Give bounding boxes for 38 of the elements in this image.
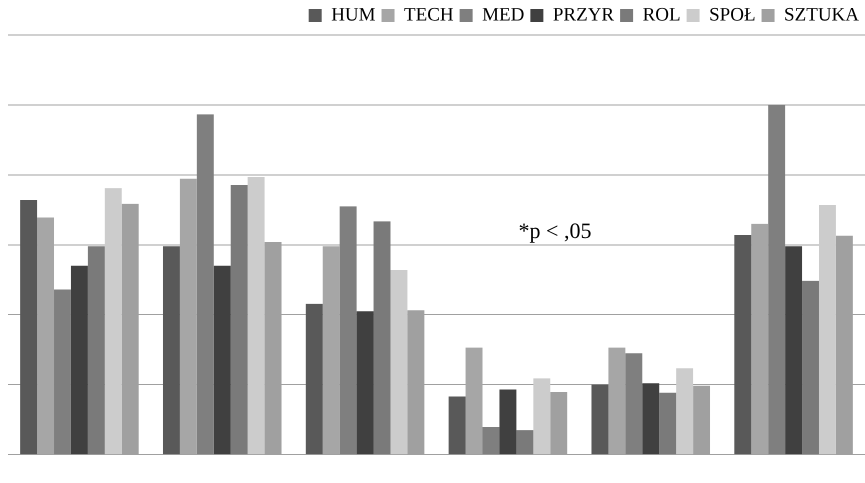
bar: [214, 266, 231, 454]
bar: [676, 368, 694, 454]
legend-label: PRZYR: [552, 4, 614, 26]
bar: [734, 235, 752, 454]
bar: [642, 383, 660, 454]
bar: [248, 176, 265, 454]
bar: [104, 188, 122, 454]
bar: [448, 396, 466, 454]
legend-label: TECH: [404, 4, 454, 26]
bar: [818, 204, 836, 454]
bar: [54, 290, 71, 454]
bar: [768, 104, 786, 454]
bar: [482, 426, 500, 454]
bar: [306, 304, 323, 454]
bar: [785, 246, 802, 454]
bar: [20, 200, 38, 454]
bar: [374, 221, 390, 454]
bar: [88, 246, 105, 454]
annotation: *p < ,05: [518, 218, 592, 243]
bar: [516, 430, 534, 454]
bar: [533, 378, 550, 454]
bar: [340, 206, 357, 454]
legend-label: SPOŁ: [709, 4, 756, 26]
bar: [162, 246, 180, 454]
legend-label: ROL: [642, 4, 681, 26]
bar: [802, 280, 819, 454]
bar: [230, 185, 248, 454]
bar: [625, 353, 642, 454]
bar: [591, 384, 608, 454]
bar: [659, 392, 676, 454]
bar: [499, 390, 516, 454]
bar: [70, 266, 88, 454]
bar: [390, 270, 408, 454]
legend-label: SZTUKA: [784, 4, 860, 26]
bar: [196, 114, 214, 454]
bar: [356, 311, 374, 454]
legend-label: HUM: [331, 4, 376, 26]
legend-label: MED: [482, 4, 524, 26]
